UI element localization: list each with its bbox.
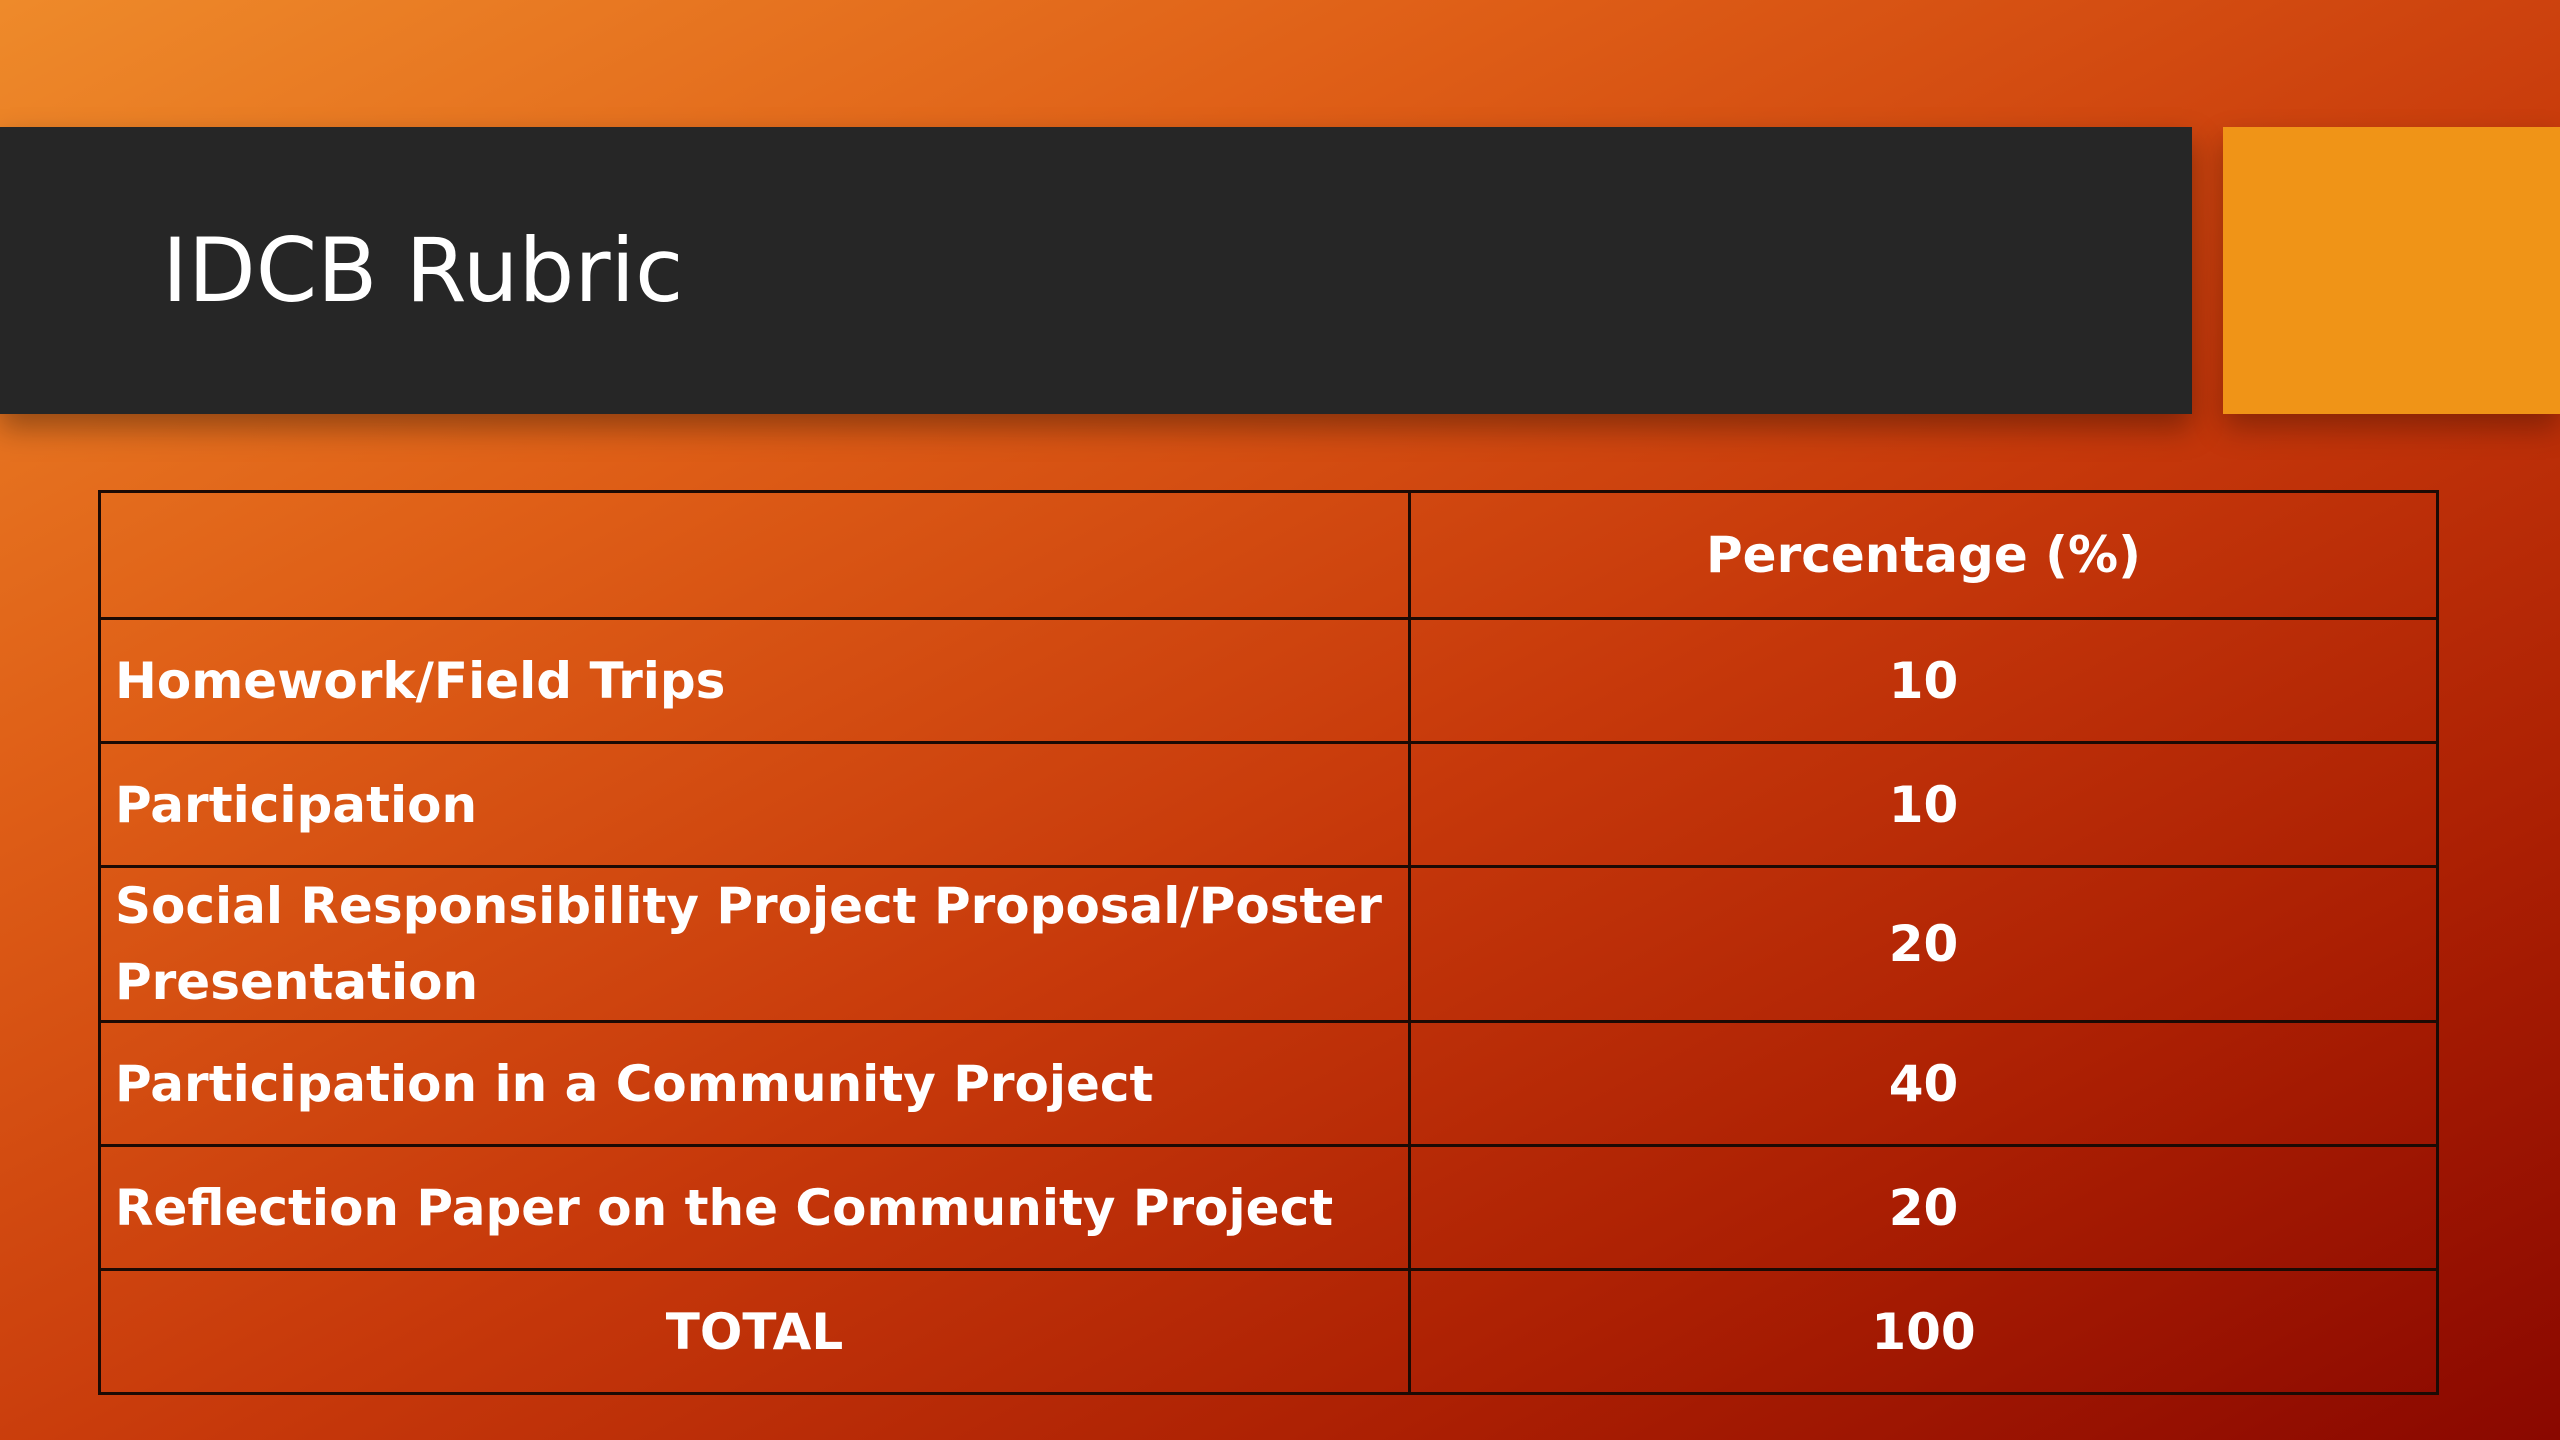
header-item [98,490,1411,620]
table-row: Reflection Paper on the Community Projec… [98,1144,2439,1271]
table-row: Participation in a Community Project 40 [98,1020,2439,1147]
table-total-row: TOTAL 100 [98,1268,2439,1395]
row-item-label: Reflection Paper on the Community Projec… [98,1144,1411,1271]
row-item-label: Homework/Field Trips [98,617,1411,744]
title-bar: IDCB Rubric [0,127,2192,414]
row-item-label: Participation in a Community Project [98,1020,1411,1147]
table-row: Homework/Field Trips 10 [98,617,2439,744]
table-row: Social Responsibility Project Proposal/P… [98,865,2439,1023]
row-item-label: Social Responsibility Project Proposal/P… [98,865,1411,1023]
header-percentage: Percentage (%) [1408,490,2439,620]
row-percentage: 10 [1408,617,2439,744]
total-label: TOTAL [98,1268,1411,1395]
row-percentage: 10 [1408,741,2439,868]
table-header-row: Percentage (%) [98,490,2439,620]
slide-title: IDCB Rubric [162,219,684,322]
row-percentage: 40 [1408,1020,2439,1147]
row-percentage: 20 [1408,1144,2439,1271]
accent-square [2223,127,2560,414]
rubric-table: Percentage (%) Homework/Field Trips 10 P… [98,490,2439,1395]
table-row: Participation 10 [98,741,2439,868]
row-item-label: Participation [98,741,1411,868]
row-percentage: 20 [1408,865,2439,1023]
total-percentage: 100 [1408,1268,2439,1395]
